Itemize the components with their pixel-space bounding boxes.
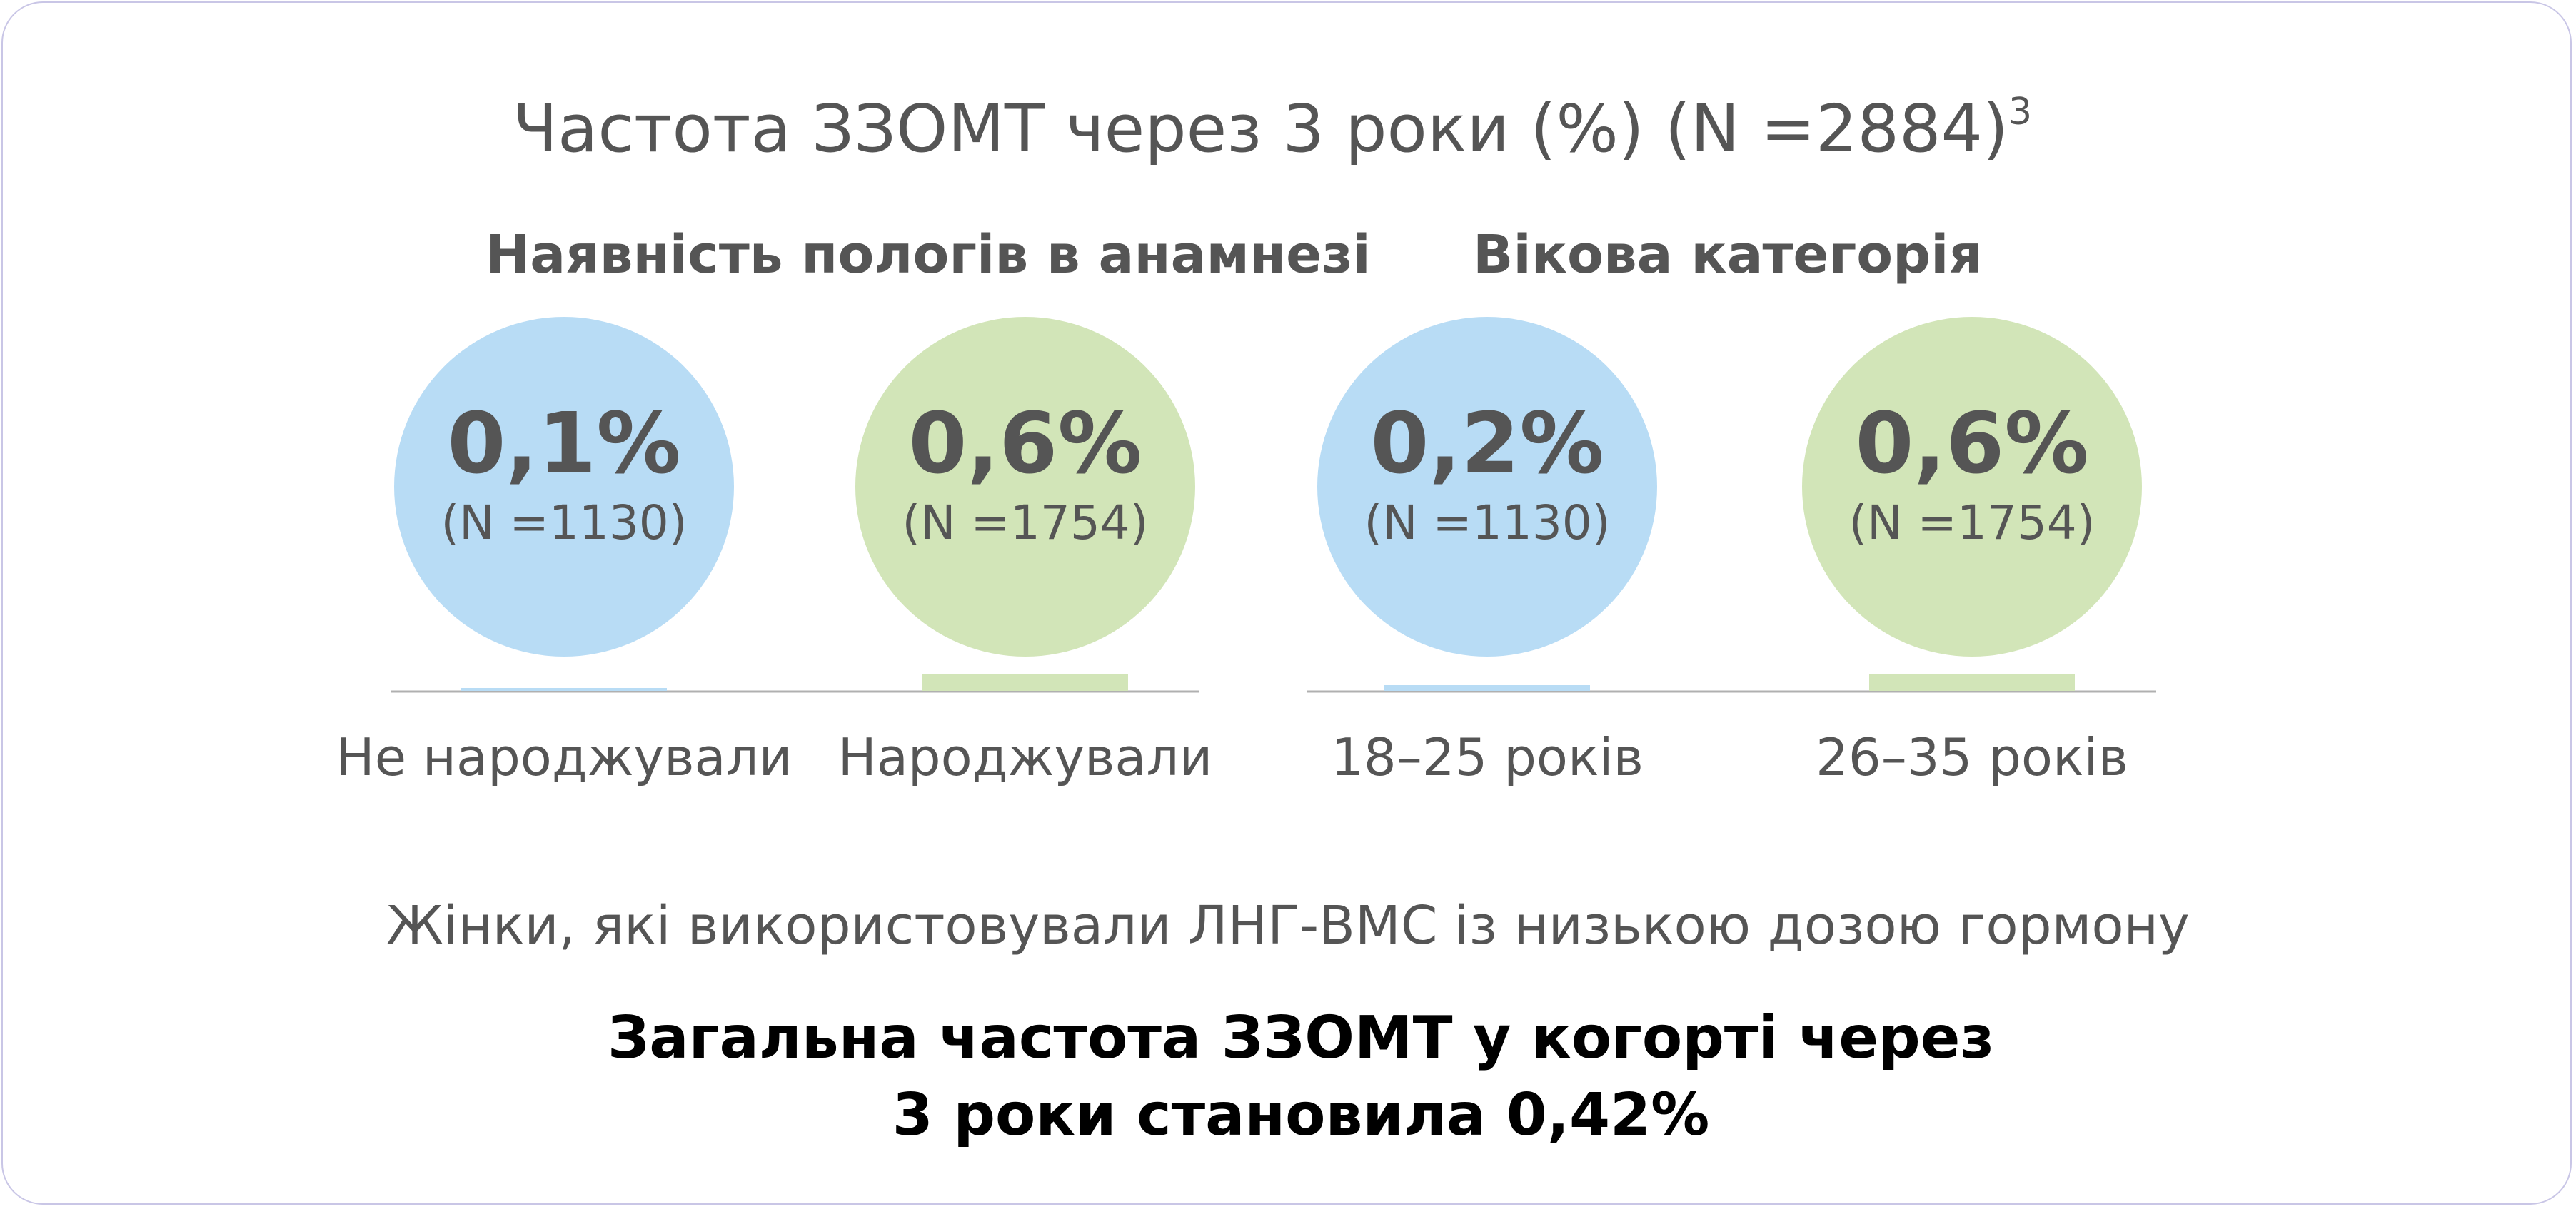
value-bubble	[1317, 317, 1657, 657]
value-label: 0,6%	[1855, 394, 2088, 492]
summary-line-2: 3 роки становила 0,42%	[892, 1081, 1710, 1149]
sample-size-label: (N =1130)	[441, 495, 687, 550]
bar	[922, 674, 1128, 691]
category-label: Народжували	[838, 727, 1213, 787]
value-bubble	[394, 317, 734, 657]
cohort-caption: Жінки, які використовували ЛНГ-ВМС із ни…	[386, 895, 2190, 956]
value-label: 0,2%	[1370, 394, 1604, 492]
summary-line-1: Загальна частота ЗЗОМТ у когорті через	[608, 1004, 1994, 1072]
category-label: Не народжували	[336, 727, 793, 787]
title-superscript: 3	[2008, 91, 2032, 133]
bar	[1384, 685, 1590, 691]
sample-size-label: (N =1754)	[902, 495, 1148, 550]
group-heading-childbirth: Наявність пологів в анамнезі	[485, 224, 1370, 285]
category-label: 26–35 років	[1816, 727, 2128, 787]
value-bubble	[1802, 317, 2142, 657]
value-label: 0,6%	[908, 394, 1142, 492]
value-label: 0,1%	[447, 394, 680, 492]
group-heading-age: Вікова категорія	[1473, 224, 1983, 285]
value-bubble	[855, 317, 1195, 657]
chart-title: Частота ЗЗОМТ через 3 роки (%) (N =2884)…	[513, 91, 2032, 167]
sample-size-label: (N =1130)	[1364, 495, 1610, 550]
bar	[461, 688, 667, 691]
bar	[1869, 674, 2075, 691]
sample-size-label: (N =1754)	[1848, 495, 2095, 550]
category-label: 18–25 років	[1331, 727, 1644, 787]
